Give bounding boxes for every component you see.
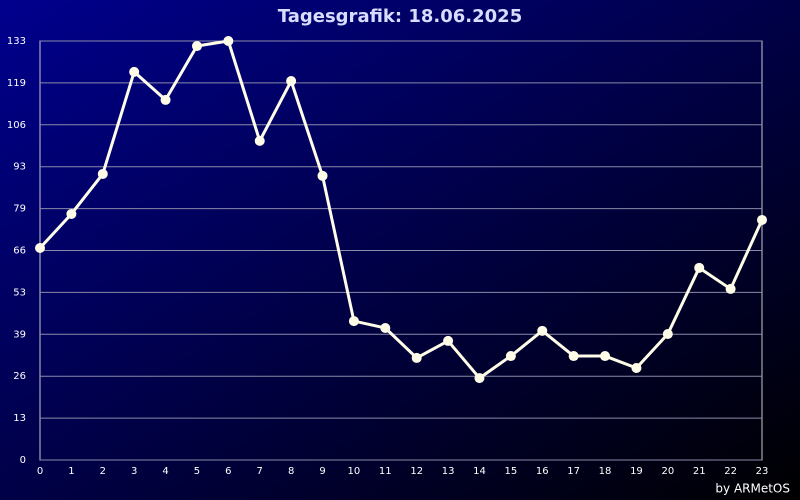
x-tick-label: 16 xyxy=(536,466,549,477)
x-tick-label: 9 xyxy=(319,466,325,477)
point xyxy=(443,335,454,346)
y-tick-label: 106 xyxy=(7,120,26,131)
x-tick-label: 0 xyxy=(37,466,43,477)
x-tick-label: 15 xyxy=(505,466,518,477)
x-tick-label: 3 xyxy=(131,466,137,477)
x-tick-label: 4 xyxy=(162,466,168,477)
x-tick-label: 23 xyxy=(756,466,769,477)
point xyxy=(662,328,673,339)
y-tick-label: 133 xyxy=(7,36,26,47)
y-tick-label: 0 xyxy=(20,455,26,466)
y-tick-label: 119 xyxy=(7,78,26,89)
point xyxy=(317,170,328,181)
line xyxy=(38,39,764,380)
point xyxy=(254,135,265,146)
point xyxy=(160,94,171,105)
point xyxy=(537,325,548,336)
x-tick-label: 5 xyxy=(194,466,200,477)
x-tick-label: 21 xyxy=(693,466,706,477)
x-tick-label: 13 xyxy=(442,466,455,477)
point xyxy=(223,36,234,46)
x-tick-label: 1 xyxy=(68,466,74,477)
x-tick-label: 8 xyxy=(288,466,294,477)
x-tick-label: 19 xyxy=(630,466,643,477)
x-tick-label: 12 xyxy=(410,466,423,477)
x-tick-label: 10 xyxy=(348,466,361,477)
point xyxy=(97,168,108,179)
x-tick-label: 20 xyxy=(661,466,674,477)
x-tick-label: 17 xyxy=(567,466,580,477)
y-tick-label: 13 xyxy=(13,413,26,424)
chart-title: Tagesgrafik: 18.06.2025 xyxy=(278,6,522,27)
point xyxy=(66,208,77,219)
point xyxy=(286,76,297,87)
x-tick-label: 18 xyxy=(599,466,612,477)
y-tick-label: 53 xyxy=(13,287,26,298)
point xyxy=(725,283,736,294)
y-tick-label: 26 xyxy=(13,371,26,382)
point xyxy=(35,242,45,253)
y-tick-label: 39 xyxy=(13,329,26,340)
y-tick-label: 93 xyxy=(13,162,26,173)
point xyxy=(191,41,202,52)
y-tick-label: 79 xyxy=(13,204,26,215)
point xyxy=(129,66,140,77)
point xyxy=(600,351,611,362)
point xyxy=(694,262,705,273)
x-tick-label: 2 xyxy=(100,466,106,477)
x-tick-label: 6 xyxy=(225,466,231,477)
x-tick-label: 14 xyxy=(473,466,486,477)
point xyxy=(380,322,391,333)
point xyxy=(474,373,485,384)
point xyxy=(348,316,359,327)
y-tick-label: 66 xyxy=(13,246,26,257)
x-tick-label: 22 xyxy=(724,466,737,477)
credit: by ARMetOS xyxy=(715,482,790,496)
point xyxy=(411,352,422,363)
point xyxy=(505,351,516,362)
point xyxy=(568,351,579,362)
point xyxy=(631,363,642,374)
point xyxy=(757,214,767,225)
x-tick-label: 7 xyxy=(257,466,263,477)
x-tick-label: 11 xyxy=(379,466,392,477)
